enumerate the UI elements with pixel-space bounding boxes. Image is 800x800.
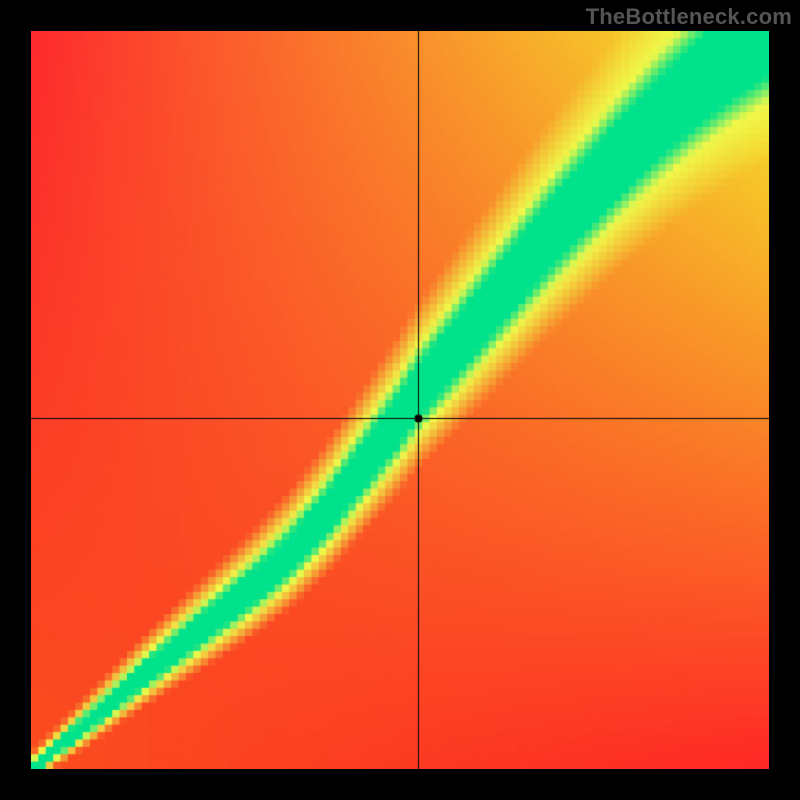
chart-container: TheBottleneck.com <box>0 0 800 800</box>
watermark-text: TheBottleneck.com <box>586 4 792 30</box>
bottleneck-heatmap <box>31 31 769 769</box>
